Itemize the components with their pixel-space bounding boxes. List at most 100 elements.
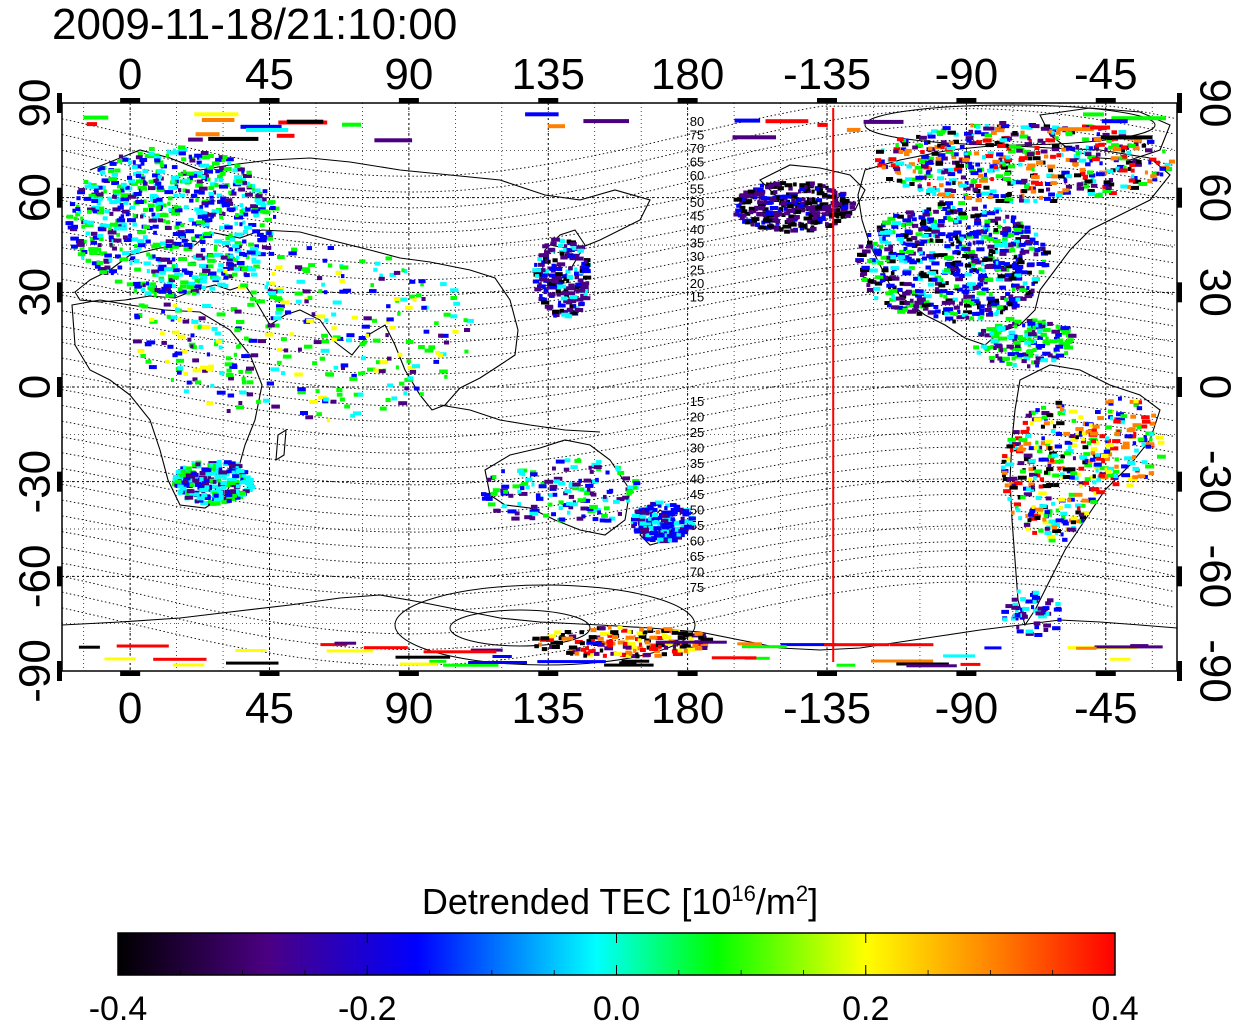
tec-point <box>1090 487 1100 492</box>
tec-point <box>553 313 558 318</box>
tec-point <box>1012 446 1017 451</box>
tec-point <box>1032 173 1038 177</box>
tec-point <box>1023 453 1033 458</box>
tec-point <box>245 207 251 212</box>
tec-point <box>270 367 280 372</box>
tec-point <box>399 297 408 302</box>
tec-point <box>873 241 878 246</box>
tec-point <box>999 310 1004 315</box>
tec-point <box>887 259 896 264</box>
tec-point <box>878 244 884 249</box>
tec-point <box>568 645 578 650</box>
tec-point <box>1058 174 1065 179</box>
tec-point <box>1023 356 1031 361</box>
tec-point <box>921 154 929 159</box>
tec-point <box>668 518 673 522</box>
tec-point <box>976 296 980 301</box>
tec-point <box>558 517 566 522</box>
tec-point <box>252 229 260 234</box>
tec-point <box>1033 232 1039 237</box>
tec-point <box>896 178 903 183</box>
tec-point <box>568 266 573 271</box>
tec-point <box>984 172 987 177</box>
tec-point <box>964 263 971 268</box>
tec-point <box>241 267 250 272</box>
tec-point <box>251 186 255 191</box>
tec-point <box>975 198 982 203</box>
tec-point <box>563 491 568 496</box>
tec-point <box>642 630 648 635</box>
tec-point <box>532 268 541 273</box>
tec-point <box>995 344 1003 349</box>
tec-point <box>177 366 184 371</box>
lon-tick-top <box>120 98 141 103</box>
tec-point <box>228 247 233 252</box>
tec-point <box>154 156 162 160</box>
tec-point <box>900 180 907 184</box>
tec-point <box>1112 469 1120 474</box>
tec-track <box>470 648 503 652</box>
tec-point <box>941 300 951 305</box>
tec-point <box>555 272 563 277</box>
tec-point <box>212 484 221 489</box>
tec-point <box>1012 266 1019 271</box>
tec-point <box>583 651 591 656</box>
tec-point <box>899 300 905 305</box>
tec-point <box>819 202 829 207</box>
tec-point <box>260 209 268 214</box>
tec-point <box>1092 157 1100 162</box>
tec-track <box>188 137 203 142</box>
tec-point <box>1054 339 1058 344</box>
tec-point <box>439 369 448 374</box>
tec-point <box>825 222 829 227</box>
lat-tick-left <box>57 187 62 208</box>
tec-point <box>860 268 870 273</box>
tec-point <box>271 404 280 409</box>
tec-point <box>239 209 244 214</box>
tec-point <box>507 509 514 514</box>
tec-track <box>744 656 770 660</box>
tec-point <box>1027 321 1036 326</box>
tec-point <box>1111 143 1119 148</box>
tec-point <box>610 630 619 635</box>
tec-point <box>1068 445 1072 450</box>
tec-point <box>963 193 969 198</box>
tec-point <box>1025 413 1032 418</box>
tec-point <box>775 219 781 224</box>
tec-point <box>172 264 178 268</box>
tec-point <box>1077 182 1084 187</box>
tec-point <box>1081 511 1090 516</box>
tec-point <box>606 639 614 644</box>
tec-point <box>1099 161 1103 166</box>
tec-point <box>952 319 956 324</box>
tec-point <box>148 179 155 184</box>
tec-point <box>110 271 114 276</box>
tec-point <box>1004 297 1009 302</box>
tec-point <box>940 128 947 133</box>
tec-point <box>542 253 549 258</box>
tec-point <box>667 538 672 543</box>
tec-point <box>922 256 927 261</box>
tec-point <box>132 160 136 165</box>
tec-point <box>517 489 522 494</box>
tec-point <box>974 221 982 226</box>
tec-point <box>916 134 921 139</box>
tec-point <box>269 281 275 286</box>
tec-point <box>165 220 171 225</box>
tec-point <box>903 247 908 251</box>
tec-point <box>267 236 274 241</box>
tec-track <box>817 122 828 127</box>
tec-point <box>978 304 985 309</box>
tec-point <box>1005 316 1015 321</box>
lat-label-left: 60 <box>11 173 60 222</box>
tec-point <box>927 282 935 287</box>
tec-point <box>207 258 216 263</box>
tec-point <box>1052 473 1060 478</box>
tec-point <box>1002 454 1008 459</box>
tec-point <box>154 216 159 220</box>
tec-point <box>207 253 215 258</box>
tec-point <box>540 481 546 486</box>
tec-point <box>991 330 998 335</box>
tec-point <box>1052 529 1061 533</box>
tec-point <box>603 494 607 499</box>
